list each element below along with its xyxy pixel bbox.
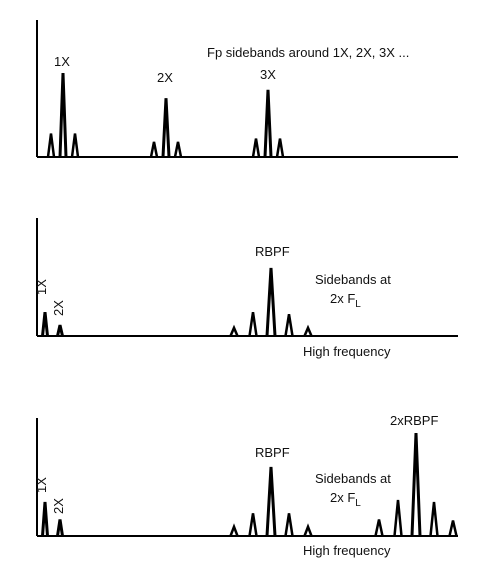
panel-3-2xrbpf-sideband-left-1 [393,499,403,537]
panel-1-sideband-left-1x [46,133,56,158]
panel-3-rbpf-sideband-left-2 [229,523,239,537]
panel-2-xlabel: High frequency [303,344,391,359]
panel-2: 1X 2X RBPF Sidebands at 2x FL High frequ… [34,218,458,359]
panel-2-sideband-text-sub: L [355,299,361,310]
panel-3-sideband-text-line2: 2x FL [330,490,361,509]
panel-2-rbpf-main [265,267,277,337]
panel-2-rbpf-sideband-left-1 [248,312,258,337]
panel-3-2xrbpf-sideband-right-2 [448,520,458,537]
panel-3-label-2x: 2X [51,498,66,514]
panel-1-peak-2x [161,98,171,158]
panel-2-label-2x: 2X [51,300,66,316]
panel-2-peak-2x [56,324,64,337]
panel-3-rbpf-sideband-right-2 [303,523,313,537]
panel-1: 1X 2X 3X Fp sidebands around 1X, 2X, 3X … [36,20,458,158]
panel-1-peaks [46,72,285,158]
panel-2-rbpf-sideband-right-2 [303,324,313,337]
panel-1-peak-3x [263,89,273,158]
panel-2-sideband-text-line1: Sidebands at [315,272,391,287]
panel-2-label-1x: 1X [34,279,49,295]
panel-3-sideband-text-line1: Sidebands at [315,471,391,486]
panel-1-peak-label-3x: 3X [260,67,276,82]
panel-3-sideband-text-sub: L [355,498,361,509]
panel-2-peaks [41,267,313,337]
panel-2-rbpf-sideband-left-2 [229,324,239,337]
panel-1-annotation: Fp sidebands around 1X, 2X, 3X ... [207,45,409,60]
panel-3-2xrbpf-sideband-left-2 [374,519,384,537]
panel-1-sideband-left-3x [251,138,261,158]
panel-3-peak-2x [56,519,64,537]
panel-3-sideband-text-2x: 2x F [330,490,355,505]
panel-1-peak-label-1x: 1X [54,54,70,69]
panel-3-xlabel: High frequency [303,543,391,558]
panel-3-2xrbpf-sideband-right-1 [429,501,439,537]
panel-3-peak-1x [41,501,49,537]
panel-2-rbpf-label: RBPF [255,244,290,259]
panel-3-2xrbpf-label: 2xRBPF [390,413,438,428]
panel-1-sideband-right-2x [173,141,183,158]
panel-2-sideband-text-line2: 2x FL [330,291,361,310]
panel-1-peak-1x [58,72,68,158]
panel-3-rbpf-sideband-right-1 [284,513,294,537]
panel-2-peak-1x [41,312,49,337]
panel-3-peaks [41,432,458,537]
panel-1-peak-label-2x: 2X [157,70,173,85]
panel-2-sideband-text-2x: 2x F [330,291,355,306]
panel-3-2xrbpf-main [410,432,422,537]
panel-1-sideband-right-3x [275,138,285,158]
panel-3-rbpf-label: RBPF [255,445,290,460]
panel-1-sideband-right-1x [70,133,80,158]
panel-1-sideband-left-2x [149,141,159,158]
panel-3-rbpf-sideband-left-1 [248,513,258,537]
panel-3-rbpf-main [265,466,277,537]
panel-2-rbpf-sideband-right-1 [284,314,294,337]
panel-3-label-1x: 1X [34,477,49,493]
panel-3: 1X 2X RBPF 2xRBPF Sidebands at 2x FL Hig… [34,413,458,558]
